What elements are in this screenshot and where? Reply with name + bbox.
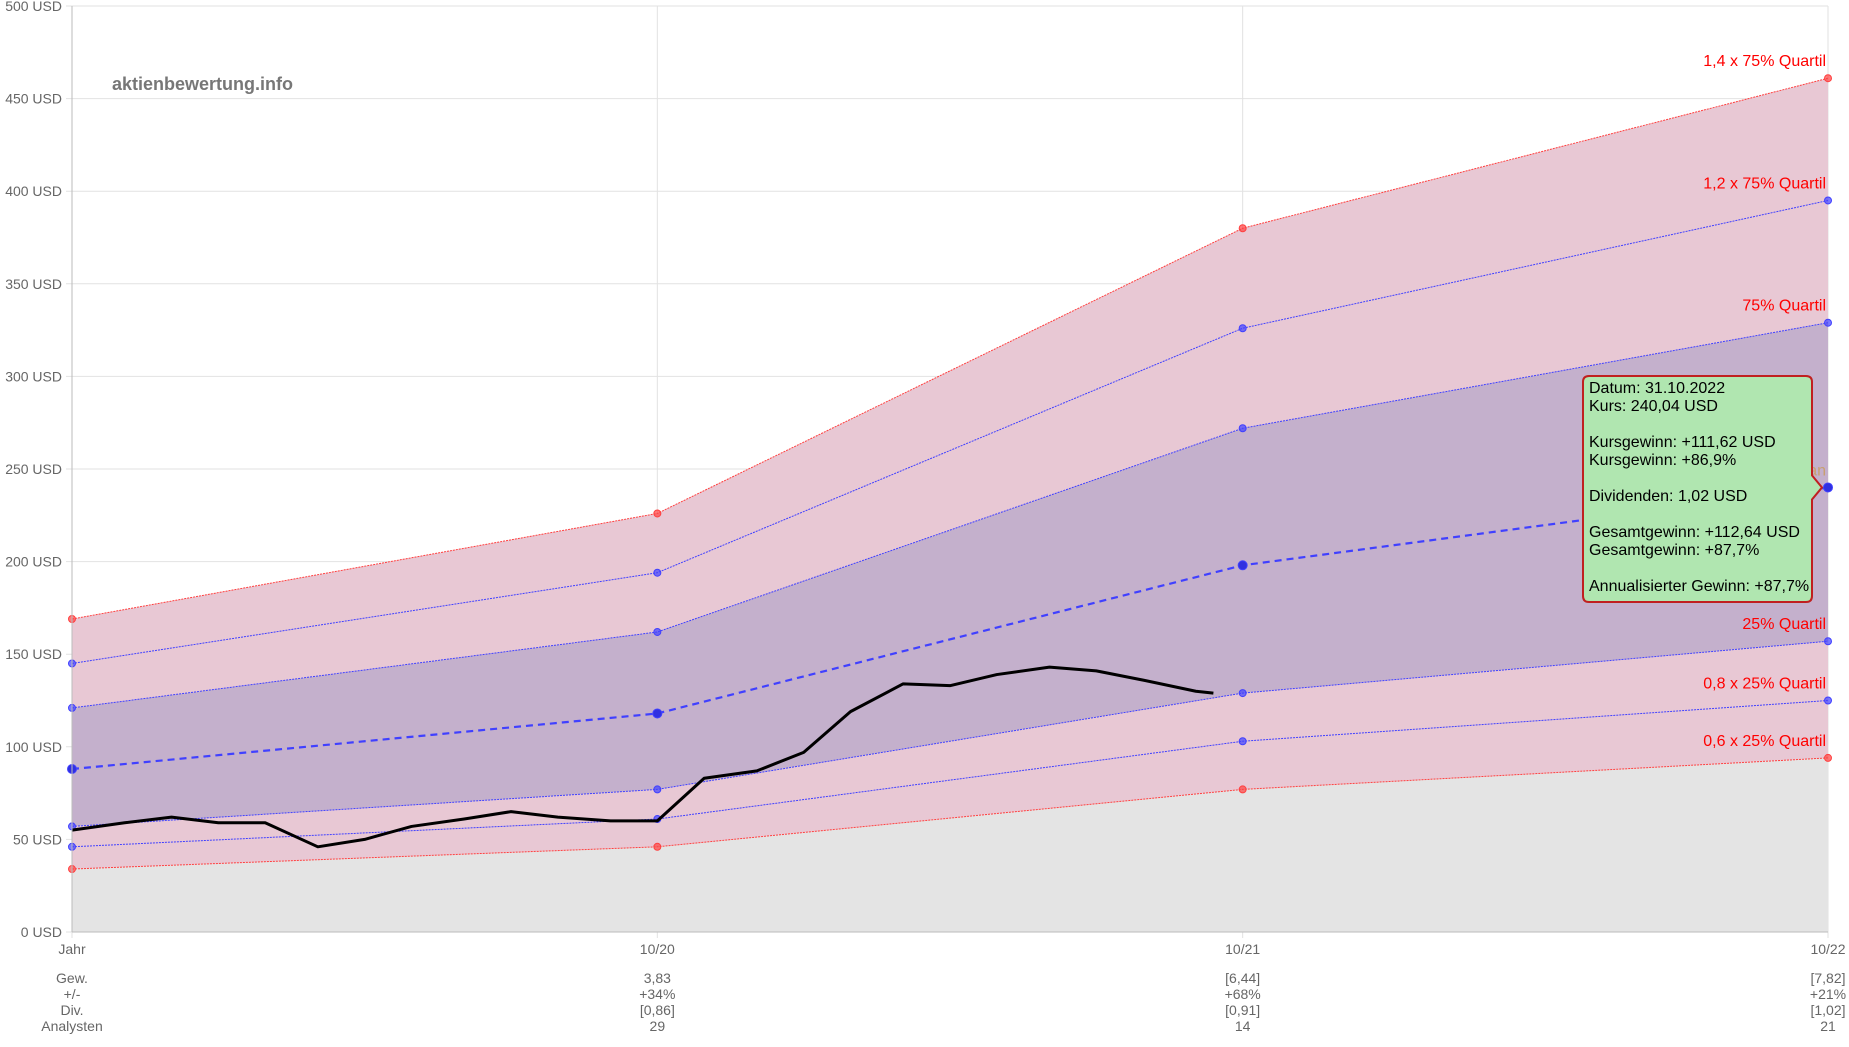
price-line-group xyxy=(71,665,1214,849)
y-tick-label: 300 USD xyxy=(5,368,62,384)
stats-value: +34% xyxy=(639,986,675,1002)
band-line-6 xyxy=(71,757,1829,870)
band-line-1 xyxy=(71,199,1829,664)
band-point xyxy=(1824,74,1832,83)
stats-row-label: Analysten xyxy=(41,1018,102,1034)
band-point xyxy=(1238,689,1247,698)
axes: 0 USD 50 USD 100 USD 150 USD 200 USD 250 USD 3… xyxy=(5,0,1846,957)
band-point xyxy=(652,708,663,719)
x-tick-label: Jahr xyxy=(58,941,86,957)
stats-value: 14 xyxy=(1235,1018,1251,1034)
band-point xyxy=(1824,196,1832,205)
stats-value: +68% xyxy=(1225,986,1261,1002)
tooltip-line: Kursgewinn: +86,9% xyxy=(1589,452,1736,469)
inner-band-area xyxy=(72,322,1828,827)
stats-value: [0,86] xyxy=(640,1002,675,1018)
band-point xyxy=(1238,785,1247,794)
band-point xyxy=(1237,560,1248,571)
stats-value: 29 xyxy=(650,1018,666,1034)
band-line-5 xyxy=(71,700,1829,848)
band-label: 0,6 x 25% Quartil xyxy=(1703,733,1826,750)
y-tick-label: 150 USD xyxy=(5,646,62,662)
stats-value: 21 xyxy=(1820,1018,1836,1034)
tooltip-line: Gesamtgewinn: +112,64 USD xyxy=(1589,524,1800,541)
band-point xyxy=(653,568,662,577)
stats-value: [6,44] xyxy=(1225,970,1260,986)
stats-table: Gew.+/-Div.Analysten 3,83+34%[0,86]29 [6,4… xyxy=(41,970,1846,1034)
band-point xyxy=(1238,737,1247,746)
band-label: 1,2 x 75% Quartil xyxy=(1703,175,1826,192)
y-tick-label: 50 USD xyxy=(13,831,62,847)
band-point xyxy=(1238,324,1247,333)
band-label: 75% Quartil xyxy=(1742,298,1826,315)
tooltip-line: Dividenden: 1,02 USD xyxy=(1589,488,1747,505)
tooltip-line: Annualisierter Gewinn: +87,7% xyxy=(1589,578,1809,595)
stats-value: [1,02] xyxy=(1810,1002,1845,1018)
y-tick-label: 400 USD xyxy=(5,183,62,199)
stats-value: [7,82] xyxy=(1810,970,1845,986)
band-point xyxy=(1824,318,1832,327)
band-point xyxy=(1238,224,1247,233)
band-point xyxy=(653,627,662,636)
band-point xyxy=(1824,696,1832,705)
stats-value: 3,83 xyxy=(644,970,671,986)
x-tick-label: 10/20 xyxy=(640,941,675,957)
band-point xyxy=(1824,753,1832,762)
band-point xyxy=(653,785,662,794)
x-tick-label: 10/21 xyxy=(1225,941,1260,957)
band-line-0 xyxy=(71,77,1829,620)
band-label: 0,8 x 25% Quartil xyxy=(1703,676,1826,693)
band-label: 25% Quartil xyxy=(1742,616,1826,633)
y-tick-label: 500 USD xyxy=(5,0,62,14)
y-tick-label: 350 USD xyxy=(5,276,62,292)
band-areas xyxy=(72,78,1828,932)
tooltip-line: Kurs: 240,04 USD xyxy=(1589,398,1718,415)
x-tick-label: 10/22 xyxy=(1810,941,1845,957)
watermark: aktienbewertung.info xyxy=(112,74,293,94)
stats-value: +21% xyxy=(1810,986,1846,1002)
upper-outer-band-area xyxy=(72,78,1828,708)
stats-row-label: Gew. xyxy=(56,970,88,986)
y-tick-label: 450 USD xyxy=(5,91,62,107)
y-tick-label: 0 USD xyxy=(21,924,62,940)
stats-row-label: Div. xyxy=(60,1002,83,1018)
tooltip-box xyxy=(1582,375,1824,603)
band-point xyxy=(1824,637,1832,646)
band-point xyxy=(1238,424,1247,433)
y-tick-label: 250 USD xyxy=(5,461,62,477)
tooltip-line: Gesamtgewinn: +87,7% xyxy=(1589,542,1759,559)
below-band-area xyxy=(72,757,1828,932)
y-tick-label: 200 USD xyxy=(5,554,62,570)
band-point xyxy=(653,842,662,851)
tooltip-line: Kursgewinn: +111,62 USD xyxy=(1589,434,1776,451)
band-line-4 xyxy=(71,640,1829,827)
band-line-3 xyxy=(71,486,1829,771)
y-tick-label: 100 USD xyxy=(5,739,62,755)
tooltip-line: Datum: 31.10.2022 xyxy=(1589,380,1725,397)
band-line-2 xyxy=(71,322,1829,709)
price-line xyxy=(71,665,1214,849)
band-point xyxy=(653,509,662,518)
stats-row-label: +/- xyxy=(64,986,81,1002)
band-label: 1,4 x 75% Quartil xyxy=(1703,53,1826,70)
stats-value: [0,91] xyxy=(1225,1002,1260,1018)
band-point xyxy=(1823,482,1833,493)
band-lines xyxy=(67,74,1833,874)
